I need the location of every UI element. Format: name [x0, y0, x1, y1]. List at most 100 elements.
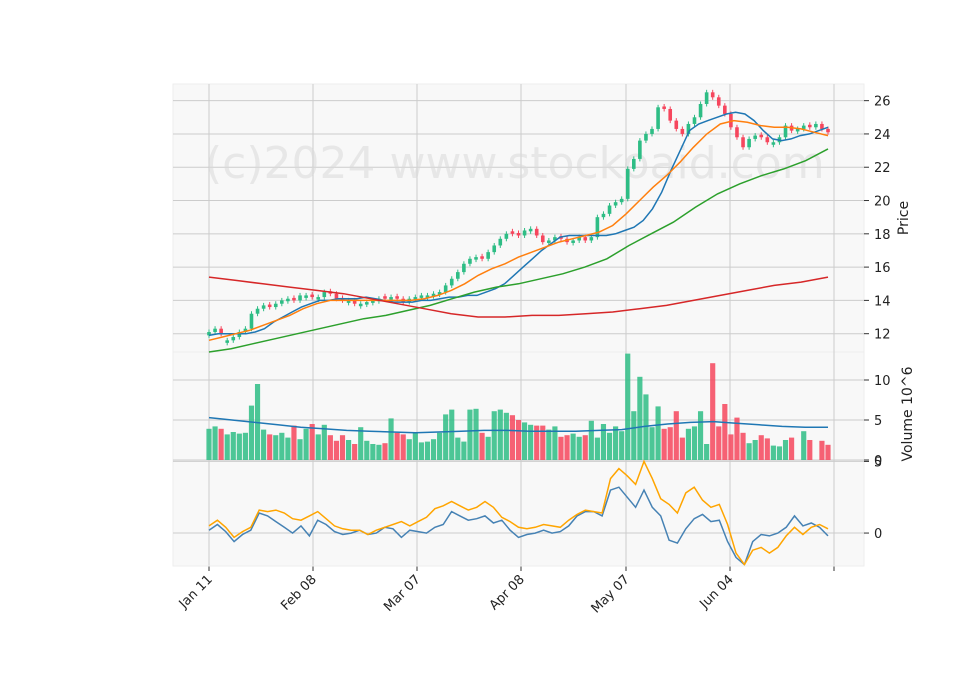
volume-bar [412, 432, 418, 460]
volume-bar [643, 394, 649, 460]
candle-body [267, 304, 272, 308]
volume-bar [479, 432, 485, 460]
volume-bar [710, 363, 716, 460]
candle-body [522, 230, 527, 236]
candle-body [528, 228, 533, 232]
candle-body [765, 137, 770, 143]
candle-body [292, 297, 296, 301]
volume-bar [352, 444, 358, 460]
candle-body [431, 293, 436, 297]
candle-body [207, 332, 211, 336]
volume-bar [801, 431, 807, 460]
candle-body [492, 245, 497, 253]
macd-y-tick-label: 5 [874, 455, 882, 470]
candle-body [595, 217, 600, 238]
candle-body [510, 231, 515, 234]
volume-bar [358, 427, 364, 460]
candle-body [462, 263, 466, 273]
volume-bar [303, 428, 309, 460]
candle-body [650, 128, 654, 134]
candle-body [686, 123, 691, 134]
candle-body [261, 305, 266, 309]
candle-body [723, 105, 727, 114]
candle-body [826, 128, 830, 133]
price-ma-line [208, 119, 829, 342]
candle-body [613, 202, 618, 206]
volume-bar [582, 435, 588, 460]
volume-bar [497, 409, 503, 460]
volume-bar [382, 443, 388, 460]
volume-bar [473, 408, 479, 460]
volume-bar [600, 424, 607, 460]
volume-bar [521, 422, 528, 460]
volume-bar [631, 411, 637, 460]
volume-bar [697, 411, 704, 460]
volume-bar [491, 411, 497, 460]
volume-bar [309, 424, 315, 460]
volume-bar [364, 440, 370, 460]
candle-body [504, 233, 509, 239]
price-y-tick-label: 26 [874, 95, 891, 110]
price-axis-label: Price [896, 201, 912, 235]
price-panel [172, 83, 865, 353]
x-tick-label: Feb 08 [278, 572, 320, 614]
volume-bar [619, 431, 625, 460]
volume-axis-label: Volume 10^6 [900, 366, 916, 461]
candle-body [795, 128, 800, 132]
volume-y-tick-label: 0 [874, 454, 882, 469]
volume-bar [685, 428, 692, 460]
price-y-tick-label: 16 [874, 261, 891, 276]
volume-bar [236, 433, 242, 460]
volume-bar [722, 404, 728, 460]
candle-body [280, 300, 284, 304]
candle-body [644, 133, 648, 141]
volume-bar [327, 435, 333, 460]
candle-body [716, 97, 721, 106]
candle-body [710, 92, 715, 98]
volume-bar [509, 415, 516, 460]
volume-bar [540, 425, 546, 460]
volume-bar [267, 434, 273, 460]
volume-bar [291, 425, 297, 460]
macd-panel [172, 459, 865, 567]
volume-bar [406, 439, 412, 460]
candle-body [753, 135, 757, 139]
volume-bar [424, 441, 431, 460]
volume-bar [449, 409, 455, 460]
volume-y-tick-label: 5 [874, 414, 882, 429]
volume-bar [594, 437, 600, 460]
volume-bar [655, 406, 661, 460]
candle-body [449, 278, 454, 286]
volume-bar [388, 418, 394, 460]
candle-body [759, 134, 764, 138]
watermark: (c)2024 www.stockoaid.com [205, 138, 825, 189]
candle-body [741, 137, 745, 148]
volume-bars [206, 353, 831, 460]
volume-bar [437, 432, 443, 460]
candle-body [607, 205, 612, 214]
macd-y-tick-label: 0 [874, 527, 882, 542]
price-ma-lines [208, 111, 829, 353]
price-y-tick-label: 14 [874, 294, 891, 309]
volume-bar [242, 432, 248, 460]
volume-bar [279, 432, 285, 460]
price-y-tick-label: 24 [874, 128, 891, 143]
candle-body [304, 295, 308, 298]
volume-bar [485, 436, 491, 460]
candle-body [498, 238, 503, 246]
candle-body [807, 124, 812, 128]
volume-bar [333, 440, 340, 460]
volume-ma-line [208, 416, 828, 434]
volume-bar [807, 440, 813, 460]
candle-body [219, 328, 223, 334]
candle-body [674, 120, 679, 129]
volume-bar [218, 428, 224, 460]
volume-bar [558, 436, 564, 460]
volume-bar [418, 442, 424, 460]
volume-bar [212, 426, 218, 460]
volume-bar [819, 440, 825, 460]
price-y-tick-label: 20 [874, 195, 891, 210]
volume-bar [564, 435, 570, 460]
candle-body [334, 293, 339, 299]
candle-body [735, 127, 739, 138]
